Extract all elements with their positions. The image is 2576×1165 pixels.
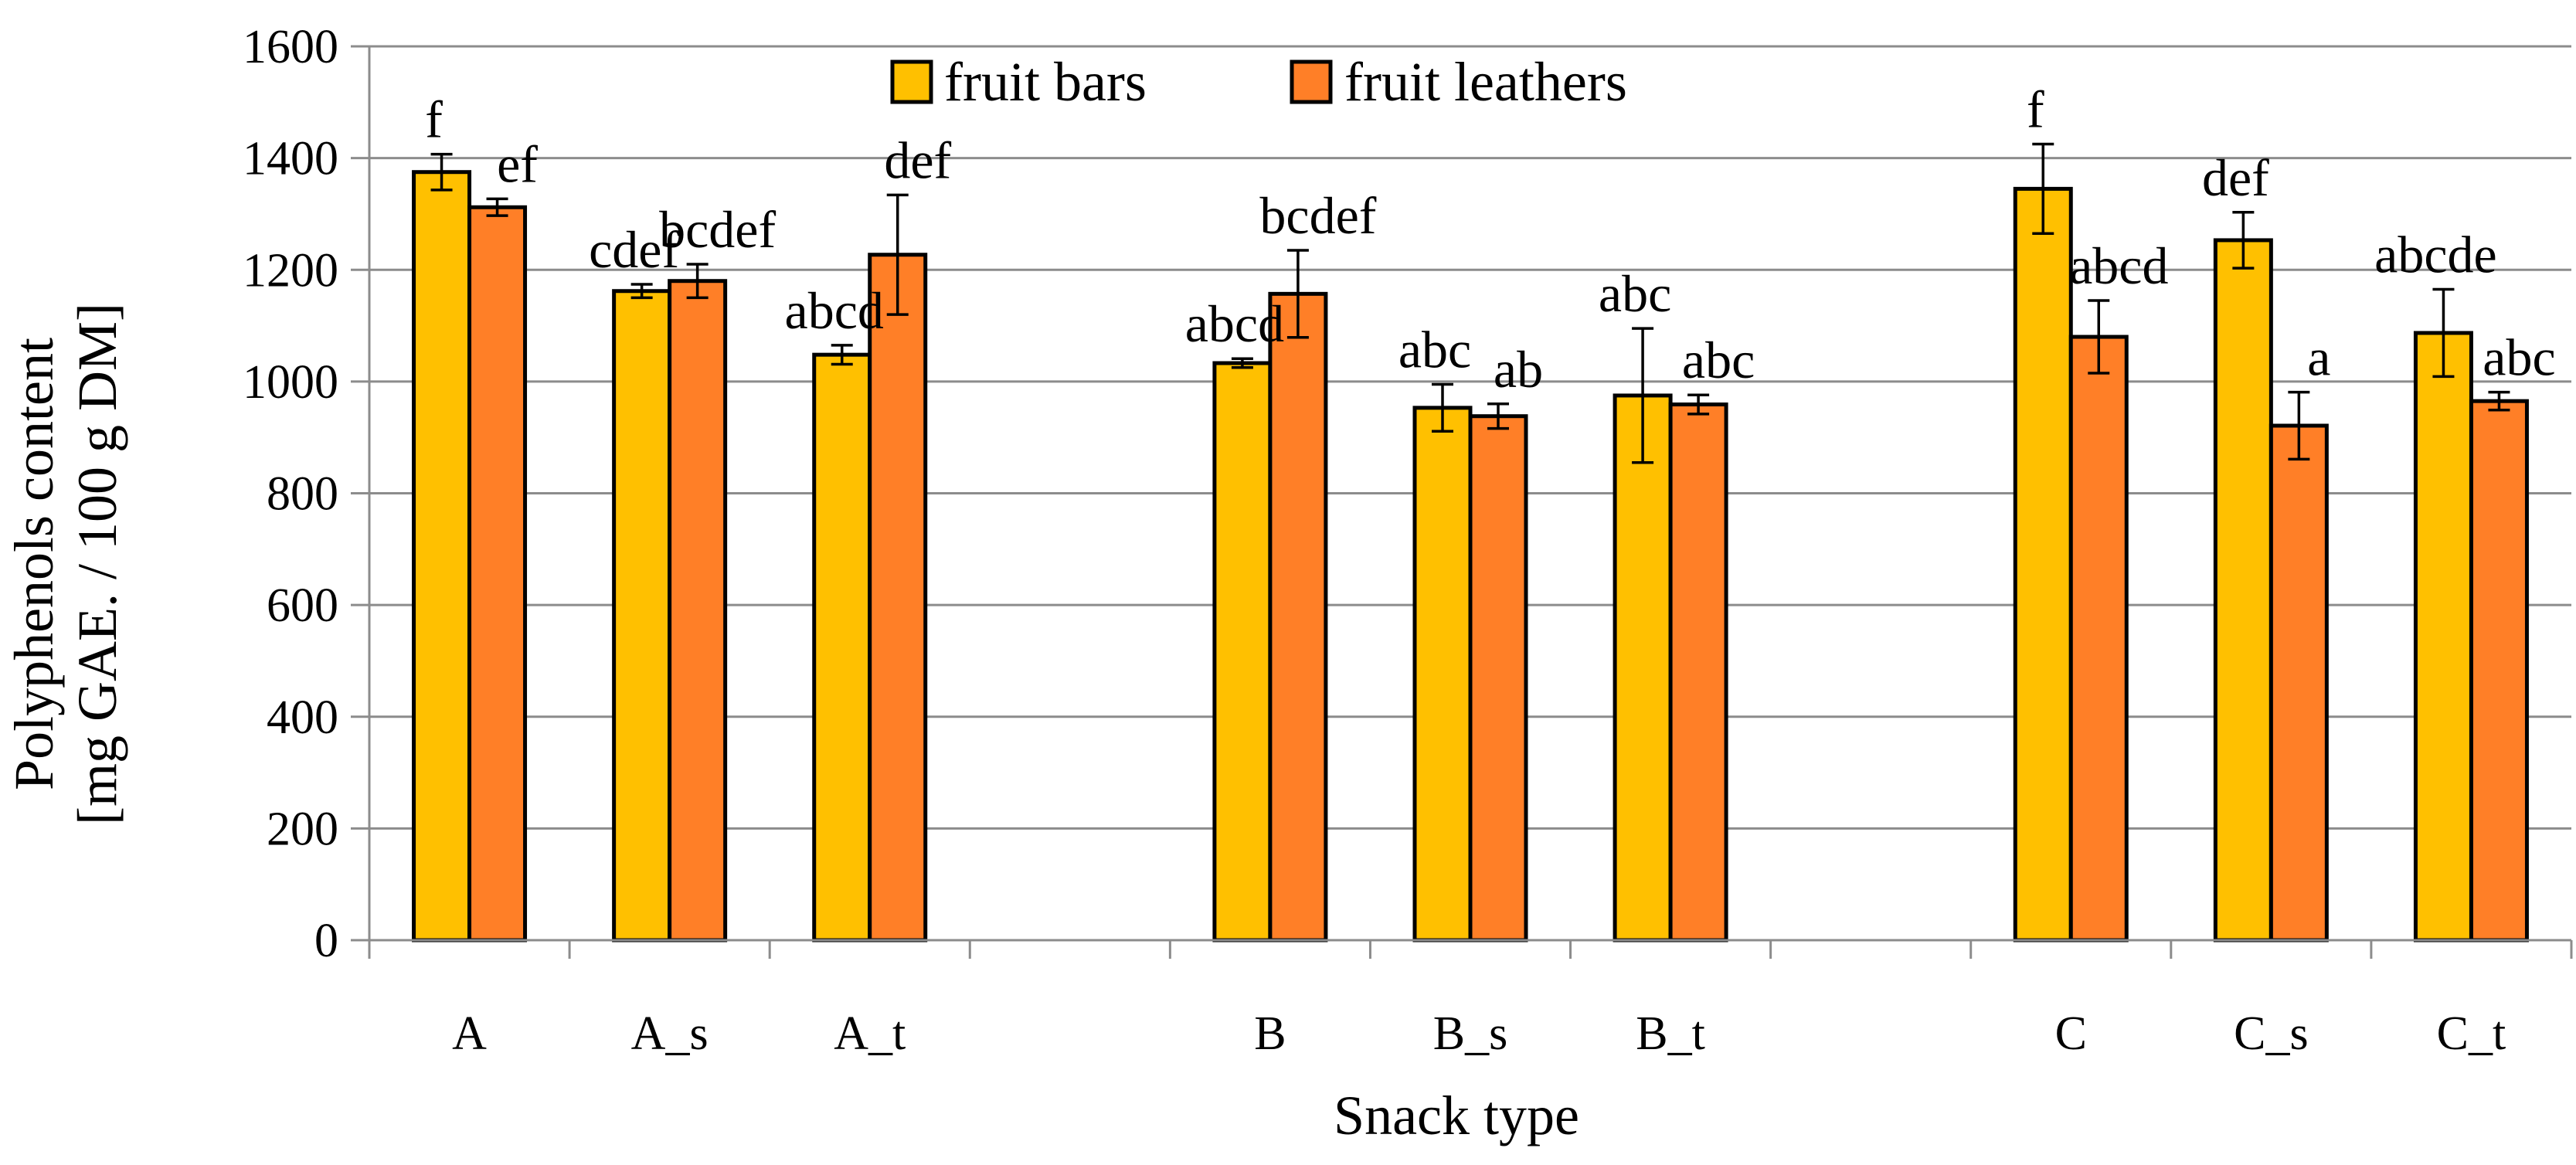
error-bar-fruit-bars-c-t (2432, 287, 2455, 379)
sig-label-fruit-bars-c: f (2027, 80, 2044, 139)
y-axis-title-line-2: [mg GAE. / 100 g DM] (66, 303, 128, 825)
sig-label-fruit-leathers-b-t: abc (1682, 331, 1755, 389)
y-tick-label-1200: 1200 (243, 244, 338, 297)
x-tick-label-b-t: B_t (1636, 1007, 1705, 1060)
bar-fruit-bars-c (2013, 186, 2073, 943)
error-bar-fruit-leathers-b (1286, 249, 1309, 339)
sig-label-fruit-leathers-a: ef (497, 134, 538, 193)
x-tick-label-a-t: A_t (834, 1007, 906, 1060)
error-bar-fruit-leathers-c (2088, 299, 2110, 375)
bars (412, 170, 2529, 943)
bar-fruit-bars-a-t (812, 352, 872, 943)
error-bar-fruit-leathers-c-t (2488, 390, 2510, 412)
error-bar-fruit-bars-c (2032, 142, 2054, 235)
y-tick-label-800: 800 (267, 468, 338, 521)
legend: fruit bars fruit leathers (890, 51, 1627, 113)
sig-label-fruit-bars-b-t: abc (1599, 264, 1671, 323)
sig-label-fruit-bars-a-t: abcd (785, 281, 884, 340)
error-bar-fruit-leathers-c-s (2288, 390, 2310, 461)
error-bar-fruit-leathers-a (486, 197, 508, 217)
x-tick-label-a-s: A_s (631, 1007, 709, 1060)
bar-fruit-leathers-b (1268, 291, 1328, 943)
x-axis: A A_s A_t B B_s B_t C C_s C_t (368, 939, 2573, 1060)
x-tick-label-c-t: C_t (2437, 1007, 2506, 1060)
sig-label-fruit-leathers-b-s: ab (1494, 340, 1543, 399)
bar-fruit-bars-c-t (2413, 331, 2473, 943)
sig-label-fruit-bars-a-s: cdef (589, 220, 679, 279)
legend-label-fruit-leathers: fruit leathers (1344, 51, 1627, 113)
x-tick-label-c: C (2055, 1007, 2087, 1060)
error-bar-fruit-bars-a (430, 152, 453, 192)
bar-fruit-leathers-b-s (1468, 414, 1528, 943)
legend-swatch-fruit-bars (890, 59, 933, 104)
bar-fruit-leathers-c-t (2469, 399, 2529, 943)
error-bar-fruit-leathers-a-t (886, 193, 909, 316)
x-tick-label-b: B (1254, 1007, 1286, 1060)
bar-fruit-leathers-a (467, 205, 528, 943)
x-tick-label-b-s: B_s (1433, 1007, 1507, 1060)
sig-label-fruit-leathers-b: bcdef (1259, 186, 1376, 245)
bar-fruit-bars-c-s (2213, 238, 2273, 943)
bar-fruit-bars-a (412, 170, 472, 943)
error-bar-fruit-leathers-b-t (1687, 393, 1710, 416)
error-bar-fruit-leathers-b-s (1487, 402, 1509, 430)
sig-label-fruit-bars-c-s: def (2202, 148, 2269, 207)
bar-fruit-leathers-a-s (668, 279, 728, 943)
error-bars (430, 142, 2510, 464)
y-tick-label-1000: 1000 (243, 356, 338, 409)
error-bar-fruit-leathers-a-s (686, 263, 709, 300)
error-bar-fruit-bars-c-s (2232, 211, 2255, 270)
x-tick-label-c-s: C_s (2234, 1007, 2308, 1060)
x-tick-label-a: A (452, 1007, 487, 1060)
bar-fruit-leathers-a-t (868, 253, 928, 943)
bar-fruit-leathers-b-t (1668, 402, 1728, 943)
bar-fruit-leathers-c (2068, 335, 2129, 943)
bar-fruit-bars-a-s (612, 289, 672, 943)
y-tick-label-200: 200 (267, 803, 338, 855)
x-axis-title: Snack type (1334, 1085, 1579, 1146)
legend-label-fruit-bars: fruit bars (944, 51, 1147, 113)
error-bar-fruit-bars-b-s (1432, 382, 1453, 433)
sig-label-fruit-leathers-a-s: bcdef (659, 200, 776, 259)
error-bar-fruit-bars-b-t (1632, 327, 1654, 464)
error-bar-fruit-bars-a-t (831, 344, 853, 366)
legend-swatch-fruit-leathers (1290, 59, 1333, 104)
sig-label-fruit-bars-c-t: abcde (2374, 226, 2497, 284)
y-tick-label-600: 600 (267, 579, 338, 632)
bar-fruit-leathers-c-s (2268, 423, 2329, 943)
y-axis-title-line-1: Polyphenols content (3, 338, 65, 790)
bar-fruit-bars-b-t (1613, 393, 1673, 943)
sig-label-fruit-bars-a: f (425, 90, 443, 149)
error-bar-fruit-bars-b (1231, 357, 1253, 369)
y-tick-label-400: 400 (267, 691, 338, 744)
bar-fruit-bars-b (1212, 361, 1273, 943)
sig-label-fruit-leathers-c-t: abc (2483, 328, 2555, 387)
sig-label-fruit-leathers-c-s: a (2307, 328, 2330, 387)
sig-label-fruit-bars-b: abcd (1185, 294, 1284, 353)
sig-label-fruit-bars-b-s: abc (1398, 320, 1471, 379)
y-tick-label-1600: 1600 (243, 21, 338, 73)
bar-fruit-bars-b-s (1412, 406, 1473, 943)
y-tick-label-0: 0 (314, 915, 338, 967)
y-tick-label-1400: 1400 (243, 133, 338, 185)
sig-label-fruit-leathers-c: abcd (2069, 236, 2168, 295)
y-axis: 0 200 400 600 800 1000 1200 1400 1600 (243, 21, 371, 967)
sig-label-fruit-leathers-a-t: def (884, 131, 951, 189)
error-bar-fruit-bars-a-s (630, 283, 653, 300)
